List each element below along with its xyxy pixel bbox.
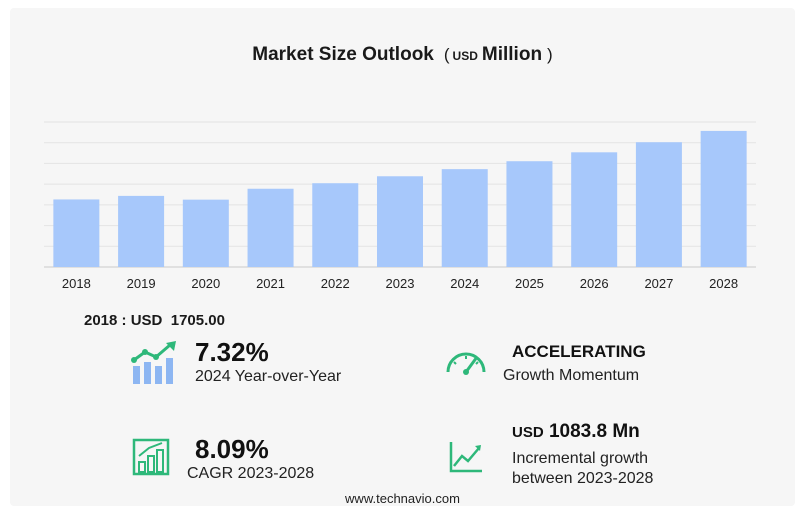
incremental-currency: USD (512, 424, 544, 441)
chart-title: Market Size Outlook (USD Million) (0, 44, 805, 66)
x-tick-label: 2021 (256, 276, 285, 291)
bar-2027 (635, 142, 682, 267)
x-tick-label: 2022 (321, 276, 350, 291)
momentum-head: ACCELERATING (512, 342, 646, 361)
bar-2018 (53, 199, 100, 267)
x-tick-label: 2028 (709, 276, 738, 291)
x-tick-label: 2027 (644, 276, 673, 291)
bar-2019 (118, 195, 165, 267)
x-tick-label: 2026 (580, 276, 609, 291)
x-tick-label: 2020 (191, 276, 220, 291)
yoy-value: 7.32% (195, 337, 269, 367)
x-tick-label: 2024 (450, 276, 479, 291)
cagr-kpi: 8.09% CAGR 2023-2028 (187, 434, 314, 483)
cagr-label: CAGR 2023-2028 (187, 465, 315, 482)
title-text: Market Size Outlook (252, 44, 434, 65)
bar-2021 (247, 188, 294, 267)
momentum-label: Growth Momentum (503, 367, 640, 384)
x-tick-label: 2025 (515, 276, 544, 291)
bar-2026 (571, 152, 618, 267)
x-tick-label: 2019 (127, 276, 156, 291)
incremental-amount: 1083.8 Mn (548, 421, 640, 442)
x-tick-label: 2018 (62, 276, 91, 291)
cagr-value: 8.09% (195, 434, 269, 464)
bar-2020 (182, 199, 229, 267)
title-close-paren: ) (547, 45, 553, 64)
title-unit: Million (481, 44, 543, 65)
yoy-label: 2024 Year-over-Year (195, 368, 342, 385)
bar-2022 (312, 183, 359, 267)
title-currency: USD (452, 49, 478, 63)
bar-2025 (506, 161, 553, 267)
growth-chart-icon (132, 438, 170, 476)
base-value: 1705.00 (170, 312, 225, 329)
base-year: 2018 (84, 312, 118, 329)
base-currency: USD (130, 312, 163, 329)
base-separator: : (121, 312, 127, 329)
title-open-paren: ( (443, 45, 450, 64)
incremental-line1: Incremental growth (512, 450, 649, 467)
source-footer: www.technavio.com (345, 491, 460, 506)
bar-2024 (441, 169, 488, 267)
line-trend-icon (449, 442, 482, 473)
rising-bar-chart-icon (131, 341, 176, 384)
incremental-line2: between 2023-2028 (512, 470, 654, 487)
bar-2028 (700, 130, 747, 267)
momentum-kpi: ACCELERATING Growth Momentum (503, 342, 646, 385)
bar-chart: 2018 2019 2020 2021 2022 2023 2024 2025 2026 2027… (44, 121, 756, 291)
incremental-kpi: USD 1083.8 Mn Incremental growth between… (512, 421, 653, 489)
x-tick-label: 2023 (386, 276, 415, 291)
bar-2023 (377, 176, 423, 267)
speedometer-icon (446, 352, 486, 375)
incremental-value: USD 1083.8 Mn (512, 421, 653, 443)
yoy-kpi: 7.32% 2024 Year-over-Year (195, 337, 341, 386)
base-year-value: 2018 : USD 1705.00 (84, 312, 225, 329)
